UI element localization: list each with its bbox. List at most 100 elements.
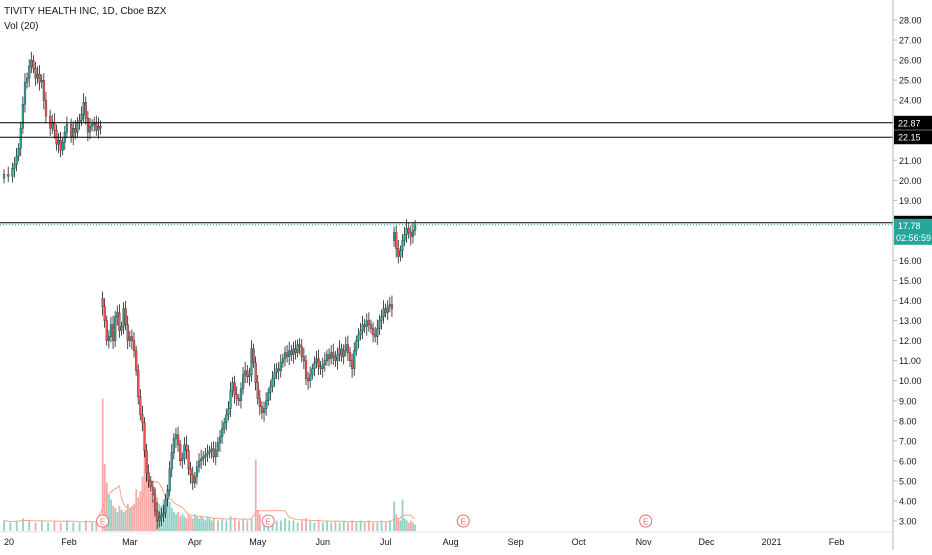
candle-body	[330, 352, 333, 359]
candle-body	[181, 458, 184, 462]
volume-bar	[194, 514, 196, 531]
candle-body	[212, 448, 215, 458]
candle-body	[275, 368, 278, 373]
candle-body	[189, 468, 192, 476]
candle-body	[160, 514, 163, 518]
candle-body	[363, 324, 366, 327]
candle-body	[86, 118, 90, 133]
volume-bar	[309, 520, 312, 531]
candle-body	[70, 124, 73, 137]
candle-body	[208, 450, 211, 454]
volume-bar	[149, 493, 152, 531]
volume-bar	[395, 514, 398, 531]
earnings-marker-label: E	[461, 518, 466, 527]
price-axis-tick-label: 20.00	[899, 176, 922, 186]
candle-body	[344, 344, 347, 351]
volume-bar	[321, 522, 324, 531]
volume-bar	[259, 514, 261, 531]
earnings-marker-icon[interactable]	[261, 514, 275, 528]
volume-bar	[114, 507, 117, 531]
candle-body	[179, 444, 182, 462]
volume-bar	[141, 476, 144, 531]
candle-body	[325, 354, 329, 361]
volume-ma-line	[3, 481, 416, 523]
candle-body	[260, 406, 264, 413]
candle-body	[101, 298, 104, 307]
candle-body	[376, 328, 379, 337]
candle-body	[93, 123, 96, 125]
candle-body	[124, 308, 127, 325]
volume-bar	[168, 501, 171, 531]
volume-bar	[118, 505, 121, 531]
time-axis-tick-label: Aug	[443, 537, 459, 547]
bar-countdown-label: 02:56:59	[896, 233, 931, 243]
volume-bar	[217, 520, 219, 531]
candle-body	[388, 304, 391, 307]
price-axis-tick-label: 13.00	[899, 316, 922, 326]
candle-body	[130, 336, 134, 341]
volume-bar	[196, 516, 198, 531]
candle-body	[313, 362, 316, 369]
volume-bar	[145, 461, 148, 531]
time-axis-tick-label: Dec	[698, 537, 715, 547]
volume-bar	[22, 518, 24, 531]
candle-body	[374, 334, 377, 337]
volume-bar	[212, 518, 215, 531]
candle-body	[290, 350, 293, 355]
candle-body	[151, 486, 155, 496]
volume-bar	[254, 459, 257, 531]
candle-body	[271, 378, 274, 387]
candle-body	[300, 346, 303, 357]
volume-bar	[124, 510, 127, 531]
earnings-marker-icon[interactable]	[456, 514, 470, 528]
candle-body	[158, 516, 161, 522]
level-lines-layer[interactable]	[0, 122, 893, 226]
volume-bar	[66, 520, 68, 531]
candle-body	[74, 128, 77, 133]
candle-body	[44, 100, 48, 117]
volume-bar	[397, 518, 400, 531]
candle-body	[386, 306, 389, 313]
candle-body	[11, 168, 14, 177]
candle-body	[365, 320, 368, 327]
volume-bar	[206, 516, 209, 531]
volume-bar	[143, 447, 146, 531]
candle-body	[262, 408, 266, 413]
candle-body	[172, 438, 176, 454]
volume-bar	[95, 522, 98, 531]
time-axis[interactable]: 20 Feb Mar Apr May Jun Jul Aug Sep Oct Nov Dec 2021 F…	[0, 531, 893, 547]
candle-body	[267, 392, 270, 401]
candle-body	[342, 350, 345, 357]
candle-body	[281, 358, 285, 363]
candle-body	[323, 360, 326, 365]
volume-bar	[246, 520, 249, 531]
earnings-marker-icon[interactable]	[96, 514, 110, 528]
volume-bar	[120, 510, 123, 531]
candle-body	[273, 372, 276, 379]
earnings-marker-icon[interactable]	[639, 514, 653, 528]
candle-body	[225, 414, 228, 423]
volume-bar	[135, 489, 138, 531]
last-price-label-bg	[894, 218, 932, 245]
candle-body	[120, 326, 123, 331]
volume-bar	[229, 516, 232, 531]
time-axis-tick-label: Jul	[380, 537, 392, 547]
candle-body	[126, 324, 129, 341]
price-axis[interactable]: 3.00 4.00 5.00 6.00 7.00 8.00 9.00 10.00 11.00 12…	[892, 0, 922, 550]
candle-body	[332, 352, 335, 357]
candle-body	[185, 444, 188, 452]
candle-body	[405, 228, 408, 235]
candle-body	[214, 450, 217, 458]
price-axis-tick-label: 28.00	[899, 16, 922, 26]
time-axis-tick-label: Sep	[508, 537, 524, 547]
candle-body	[413, 224, 417, 231]
price-axis-tick-label: 4.00	[899, 496, 917, 506]
time-axis-tick-label: Feb	[829, 537, 845, 547]
level-price-label-bg	[894, 115, 932, 130]
volume-bar	[242, 518, 245, 531]
last-price-label: 17.78	[898, 221, 921, 231]
